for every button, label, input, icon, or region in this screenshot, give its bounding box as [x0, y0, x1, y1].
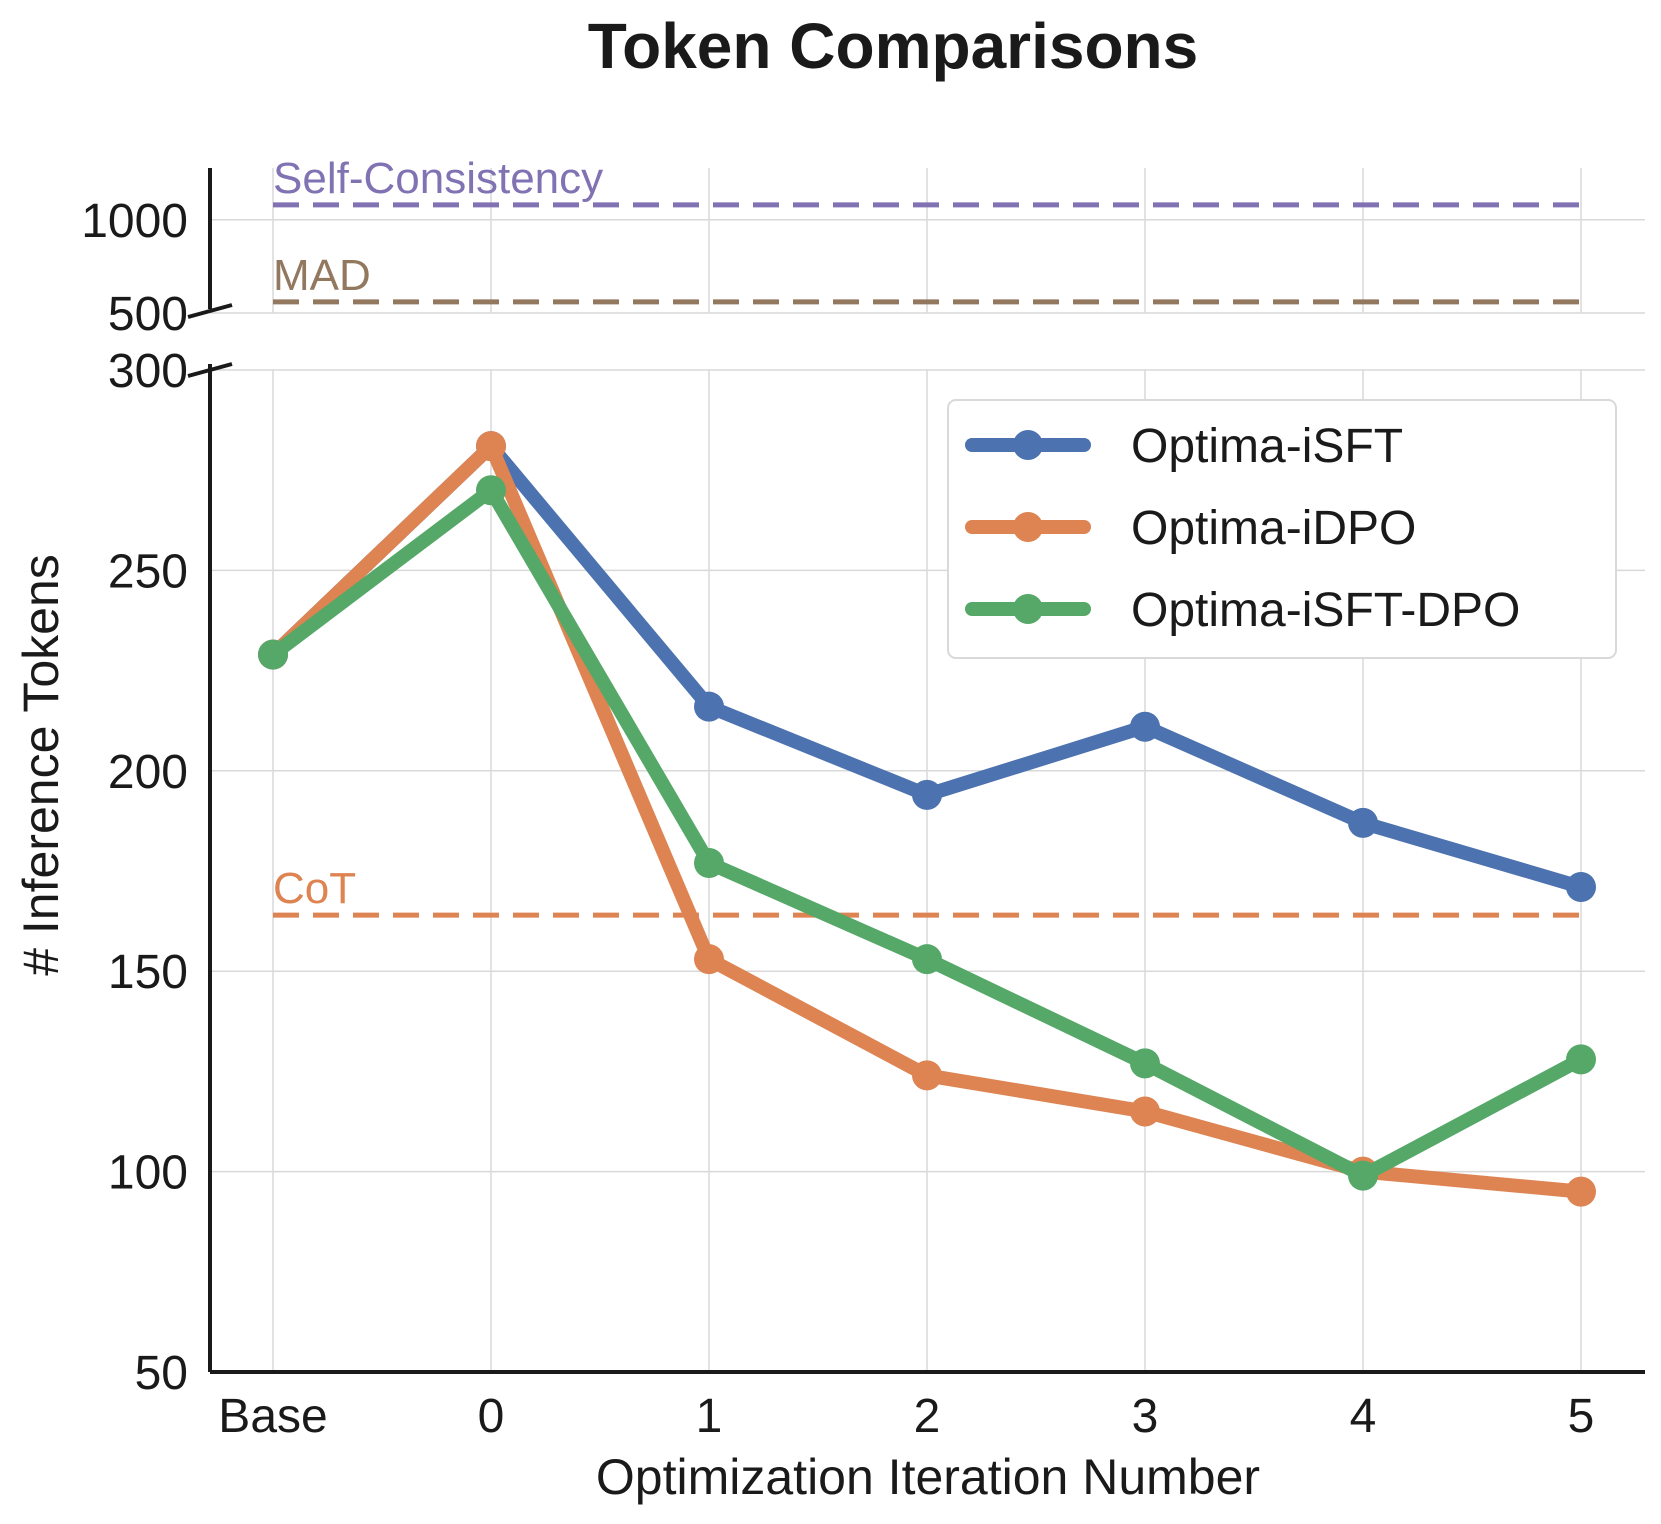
- data-point: [912, 1060, 942, 1091]
- data-point: [694, 944, 724, 975]
- data-point: [912, 779, 942, 810]
- data-point: [694, 847, 724, 878]
- legend-entry-label: Optima-iDPO: [1131, 502, 1416, 555]
- data-point: [1130, 711, 1160, 742]
- y-tick-label: 300: [108, 345, 188, 398]
- legend-swatch-marker: [1013, 430, 1043, 460]
- data-point: [1566, 872, 1596, 903]
- data-point: [476, 475, 506, 506]
- legend-entry-label: Optima-iSFT-DPO: [1131, 584, 1520, 637]
- reference-lines: Self-Consistency MAD CoT: [273, 154, 1581, 918]
- legend-swatch-marker: [1013, 512, 1043, 542]
- upper-grid: [210, 168, 1645, 314]
- x-axis-label: Optimization Iteration Number: [596, 1449, 1260, 1505]
- x-tick-label: Base: [218, 1390, 327, 1443]
- data-point: [1566, 1044, 1596, 1075]
- legend-swatch-marker: [1013, 594, 1043, 624]
- x-tick-label: 1: [696, 1390, 723, 1443]
- y-tick-label: 250: [108, 545, 188, 598]
- y-tick-label-upper: 1000: [81, 195, 188, 248]
- data-point: [912, 944, 942, 975]
- axis-break-mark-lower: [187, 362, 233, 378]
- axes: [187, 168, 1645, 1374]
- data-point: [1566, 1176, 1596, 1207]
- data-point: [476, 431, 506, 462]
- data-point: [1348, 1160, 1378, 1191]
- series-group: [258, 431, 1596, 1207]
- x-tick-label: 2: [914, 1390, 941, 1443]
- y-axis-label: # Inference Tokens: [13, 554, 69, 976]
- y-tick-label: 50: [135, 1347, 188, 1400]
- data-point: [258, 639, 288, 670]
- reference-line-label: MAD: [273, 251, 371, 300]
- x-tick-label: 3: [1132, 1390, 1159, 1443]
- x-tick-label: 5: [1568, 1390, 1595, 1443]
- legend-box: [947, 399, 1617, 659]
- y-tick-label: 200: [108, 746, 188, 799]
- reference-line-label: Self-Consistency: [273, 154, 603, 203]
- y-tick-label-upper: 500: [108, 288, 188, 341]
- data-point: [1130, 1096, 1160, 1127]
- axis-break-mark-upper: [187, 303, 233, 319]
- legend-entry-label: Optima-iSFT: [1131, 420, 1403, 473]
- x-tick-label: 4: [1350, 1390, 1377, 1443]
- reference-line-label: CoT: [273, 864, 356, 913]
- y-tick-label: 100: [108, 1147, 188, 1200]
- legend: Optima-iSFT Optima-iDPO Optima-iSFT-DPO: [947, 399, 1617, 659]
- x-tick-label: 0: [478, 1390, 505, 1443]
- y-tick-label: 150: [108, 946, 188, 999]
- chart-title: Token Comparisons: [588, 10, 1198, 82]
- data-point: [694, 691, 724, 722]
- data-point: [1130, 1048, 1160, 1079]
- data-point: [1348, 807, 1378, 838]
